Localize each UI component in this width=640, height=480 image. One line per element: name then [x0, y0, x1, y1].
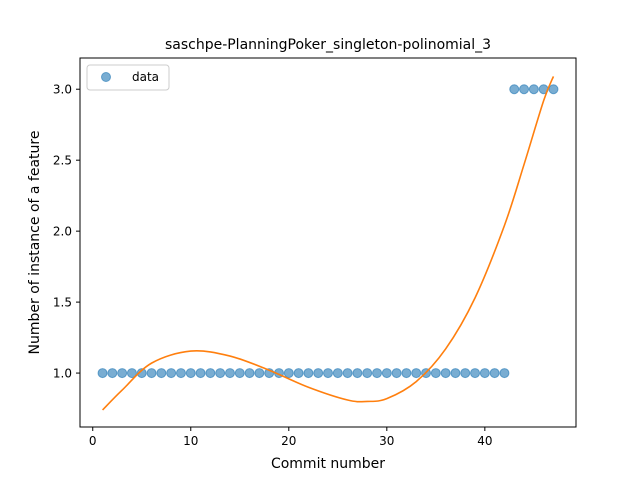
data-point	[362, 368, 373, 379]
data-point	[283, 368, 294, 379]
x-tick-label: 10	[183, 434, 198, 448]
x-tick-label: 20	[281, 434, 296, 448]
data-point	[136, 368, 147, 379]
data-point	[195, 368, 206, 379]
data-point	[460, 368, 471, 379]
data-point	[528, 84, 539, 95]
data-point	[254, 368, 265, 379]
x-tick-label: 0	[89, 434, 97, 448]
data-point	[440, 368, 451, 379]
data-point	[205, 368, 216, 379]
data-point	[234, 368, 245, 379]
data-point	[224, 368, 235, 379]
data-point	[411, 368, 422, 379]
legend-label: data	[132, 70, 159, 84]
fit-curve-line	[101, 76, 555, 411]
data-point	[166, 368, 177, 379]
legend-marker	[101, 72, 111, 82]
data-point	[401, 368, 412, 379]
y-tick-label: 2.0	[53, 225, 72, 239]
data-point	[352, 368, 363, 379]
data-point	[215, 368, 226, 379]
plot-area	[97, 76, 559, 411]
y-tick-label: 1.5	[53, 296, 72, 310]
data-point	[519, 84, 530, 95]
data-point	[499, 368, 510, 379]
data-point	[489, 368, 500, 379]
data-point	[156, 368, 167, 379]
chart-title: saschpe-PlanningPoker_singleton-polinomi…	[165, 37, 491, 53]
data-point	[313, 368, 324, 379]
legend: data	[86, 64, 170, 91]
data-point	[430, 368, 441, 379]
data-point	[126, 368, 137, 379]
legend-box	[86, 64, 170, 91]
data-point	[185, 368, 196, 379]
data-point	[303, 368, 314, 379]
data-point	[244, 368, 255, 379]
data-point	[548, 84, 559, 95]
data-point	[332, 368, 343, 379]
data-point	[293, 368, 304, 379]
y-tick-label: 3.0	[53, 83, 72, 97]
data-point	[470, 368, 481, 379]
data-point	[323, 368, 333, 379]
x-tick-label: 40	[477, 434, 492, 448]
data-point	[479, 368, 490, 379]
data-point	[372, 368, 383, 379]
data-point	[117, 368, 128, 379]
data-point	[391, 368, 402, 379]
data-point	[381, 368, 392, 379]
y-tick-label: 2.5	[53, 154, 72, 168]
data-point	[146, 368, 157, 379]
x-axis: 0 10 20 30 40	[89, 427, 492, 448]
x-axis-title: Commit number	[271, 456, 385, 472]
axes-frame	[79, 57, 577, 428]
x-tick-label: 30	[379, 434, 394, 448]
y-axis: 1.0 1.5 2.0 2.5 3.0	[53, 83, 80, 381]
data-point	[509, 84, 520, 95]
y-tick-label: 1.0	[53, 367, 72, 381]
y-axis-title: Number of instance of a feature	[27, 131, 43, 355]
data-point	[342, 368, 353, 379]
data-point	[175, 368, 186, 379]
data-point	[97, 368, 108, 379]
data-point	[107, 368, 118, 379]
data-point	[450, 368, 461, 379]
